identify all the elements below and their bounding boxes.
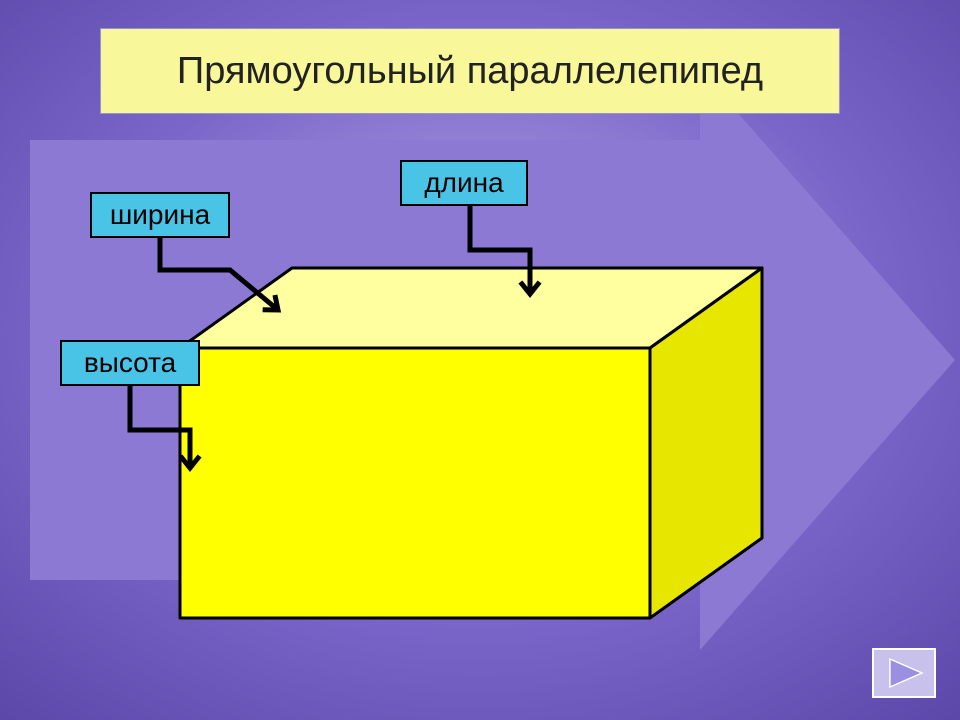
slide-title: Прямоугольный параллелепипед [100, 28, 840, 114]
chevron-right-icon [872, 648, 936, 698]
next-slide-button[interactable] [872, 648, 936, 698]
arrow-height [130, 386, 200, 468]
arrow-width [160, 238, 278, 310]
cuboid-side-face [650, 268, 762, 618]
cuboid-top-face [180, 268, 762, 348]
slide-title-text: Прямоугольный параллелепипед [177, 50, 763, 93]
label-length: длина [400, 160, 528, 206]
arrow-length [470, 206, 540, 294]
label-height: высота [60, 340, 200, 386]
label-length-text: длина [424, 167, 503, 199]
label-height-text: высота [84, 347, 176, 379]
label-width-text: ширина [110, 199, 210, 231]
cuboid-front-face [180, 348, 650, 618]
slide-stage: Прямоугольный параллелепипед ширина длин… [0, 0, 960, 720]
label-width: ширина [90, 192, 230, 238]
